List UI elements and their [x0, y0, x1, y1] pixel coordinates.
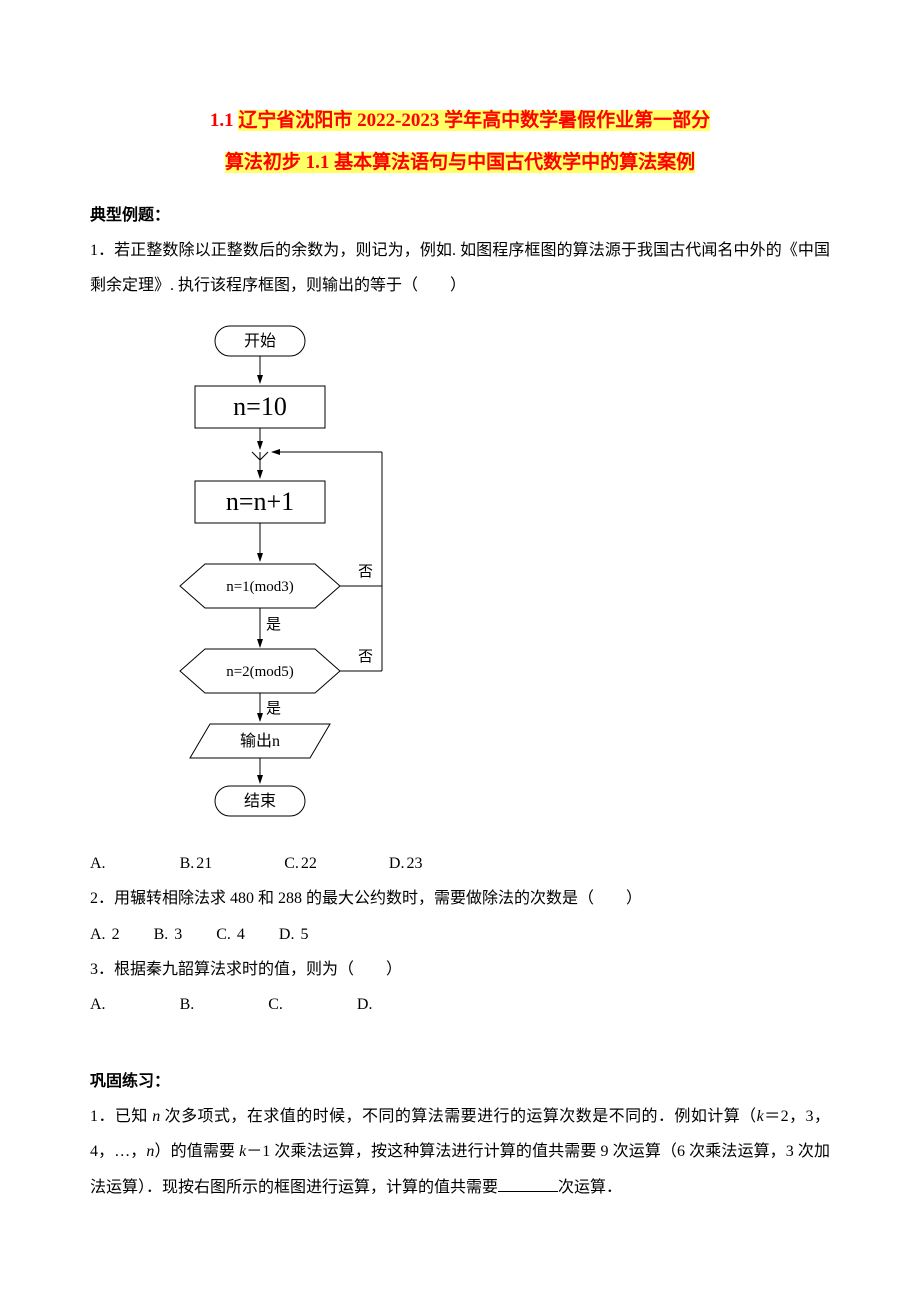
- document-title-line2: 算法初步 1.1 基本算法语句与中国古代数学中的算法案例: [90, 142, 830, 184]
- practice-q1-part6: 次运算．: [558, 1179, 622, 1196]
- example-q2-text: 2．用辗转相除法求 480 和 288 的最大公约数时，需要做除法的次数是（ ）: [90, 881, 830, 916]
- option-c: C. 4: [216, 917, 245, 952]
- flow-node-c2-label: n=2(mod5): [226, 664, 294, 680]
- flow-node-c2: n=2(mod5): [180, 649, 340, 693]
- fill-in-blank: [498, 1177, 558, 1191]
- option-d: D.: [357, 987, 375, 1022]
- flow-node-start-label: 开始: [244, 332, 276, 350]
- var-k: k: [757, 1108, 764, 1125]
- document-title-line1: 1.1 辽宁省沈阳市 2022-2023 学年高中数学暑假作业第一部分: [90, 100, 830, 142]
- spacer: [90, 1022, 830, 1050]
- examples-heading: 典型例题：: [90, 198, 830, 233]
- option-c: C.22: [284, 846, 317, 881]
- practice-q1-part4: ）的值需要: [154, 1143, 239, 1160]
- flow-label-yes2: 是: [266, 701, 281, 717]
- flow-node-c1-label: n=1(mod3): [226, 579, 294, 595]
- flow-label-no2: 否: [358, 649, 373, 665]
- practice-q1-text: 1．已知 n 次多项式，在求值的时候，不同的算法需要进行的运算次数是不同的．例如…: [90, 1099, 830, 1205]
- flow-node-output: 输出n: [190, 724, 330, 758]
- flow-node-init-label: n=10: [233, 392, 287, 421]
- practice-heading: 巩固练习：: [90, 1064, 830, 1099]
- flowchart-svg: 开始 n=10 n=n+1 n=1(mod3): [130, 321, 430, 831]
- example-q1-options: A. B.21 C.22 D.23: [90, 846, 830, 881]
- title-highlight-2: 算法初步 1.1 基本算法语句与中国古代数学中的算法案例: [225, 152, 695, 173]
- flow-node-start: 开始: [215, 326, 305, 356]
- flow-node-output-label: 输出n: [240, 732, 280, 750]
- flow-node-end-label: 结束: [244, 792, 276, 810]
- example-q2-options: A. 2 B. 3 C. 4 D. 5: [90, 917, 830, 952]
- flow-node-c1: n=1(mod3): [180, 564, 340, 608]
- flow-node-inc: n=n+1: [195, 481, 325, 523]
- example-q1-text: 1．若正整数除以正整数后的余数为，则记为，例如. 如图程序框图的算法源于我国古代…: [90, 233, 830, 303]
- flow-node-inc-label: n=n+1: [226, 487, 294, 516]
- option-c: C.: [268, 987, 285, 1022]
- title-prefix: 1.1: [210, 110, 239, 131]
- flow-node-init: n=10: [195, 386, 325, 428]
- flow-node-end: 结束: [215, 786, 305, 816]
- document-page: 1.1 辽宁省沈阳市 2022-2023 学年高中数学暑假作业第一部分 算法初步…: [0, 0, 920, 1302]
- example-q3-text: 3．根据秦九韶算法求时的值，则为（ ）: [90, 952, 830, 987]
- option-d: D. 5: [279, 917, 309, 952]
- example-q3-options: A. B. C. D.: [90, 987, 830, 1022]
- option-b: B. 3: [154, 917, 183, 952]
- option-b: B.: [180, 987, 197, 1022]
- flow-label-no1: 否: [358, 564, 373, 580]
- practice-q1-part2: 次多项式，在求值的时候，不同的算法需要进行的运算次数是不同的．例如计算（: [160, 1108, 756, 1125]
- option-d: D.23: [389, 846, 423, 881]
- practice-q1-part1: 1．已知: [90, 1108, 152, 1125]
- option-a: A.: [90, 987, 108, 1022]
- option-a: A.: [90, 846, 108, 881]
- option-a: A. 2: [90, 917, 120, 952]
- flowchart-figure: 开始 n=10 n=n+1 n=1(mod3): [130, 321, 830, 836]
- option-b: B.21: [180, 846, 213, 881]
- title-highlight-1: 辽宁省沈阳市 2022-2023 学年高中数学暑假作业第一部分: [238, 110, 710, 131]
- flow-label-yes1: 是: [266, 617, 281, 633]
